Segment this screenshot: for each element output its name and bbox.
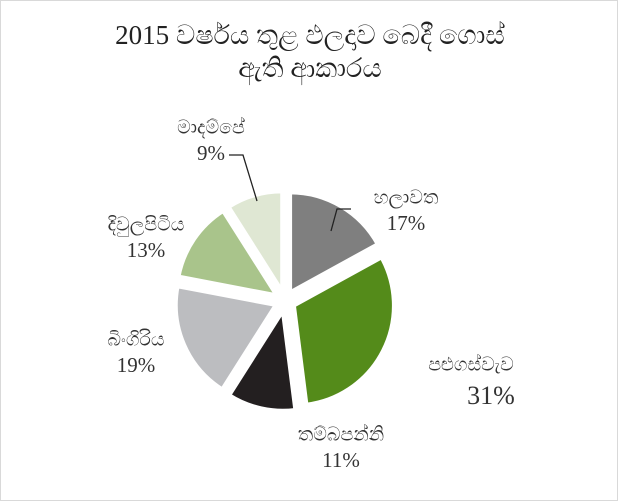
slice-value-label: 11%	[322, 448, 360, 472]
slice-value-label: 17%	[387, 211, 426, 235]
slice-value-label: 13%	[127, 238, 166, 262]
slice-value-label: 31%	[467, 381, 515, 410]
chart-title: 2015 වර්ෂය තුළ ඵලදාව බෙදී ගොස් ඇති ආකාරය	[115, 20, 505, 83]
slice-label: දිවුලපිටිය	[108, 214, 185, 236]
slice-value-label: 9%	[197, 141, 225, 165]
slice-label: බිංගිරිය	[107, 329, 164, 350]
leader-line	[330, 208, 351, 232]
slice-label: පළුගස්වැව	[428, 353, 514, 375]
pie-slice	[176, 208, 281, 299]
slice-label: හලාවත	[374, 187, 439, 208]
leader-line	[229, 154, 258, 202]
pie-slice	[225, 189, 285, 299]
pie-slice	[226, 304, 298, 413]
slice-label: තම්බපන්නි	[298, 423, 384, 445]
slice-label: මාදම්පේ	[177, 116, 245, 138]
slice-value-label: 19%	[117, 353, 156, 377]
pie-slice	[173, 283, 280, 393]
pie-slice	[288, 190, 381, 296]
pie-slice	[291, 254, 396, 407]
